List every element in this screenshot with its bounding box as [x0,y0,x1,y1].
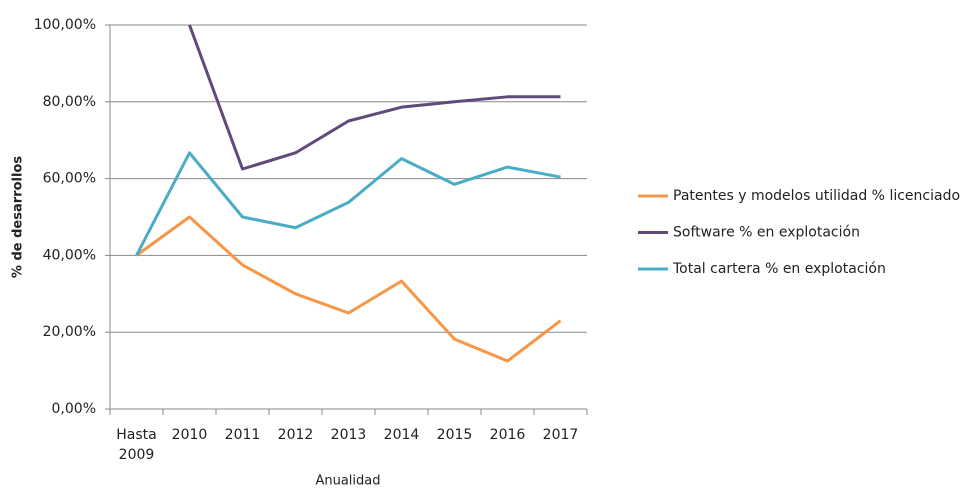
x-tick-label: 2017 [542,427,579,443]
x-tick-label: 2011 [224,427,261,443]
series-line [188,24,561,171]
y-tick-label: 0,00% [52,401,96,417]
x-tick-label: 2015 [436,427,473,443]
x-tick-label: 2016 [489,427,526,443]
y-tick-label: 100,00% [34,17,96,33]
y-tick-label: 20,00% [43,324,96,340]
x-tick-label: 2012 [277,427,314,443]
y-axis-label: % de desarrollos [11,156,26,278]
legend-label: Software % en explotación [673,225,860,241]
x-tick-label: 2010 [171,427,208,443]
x-tick-label: 2014 [383,427,420,443]
y-tick-label: 80,00% [43,94,96,110]
series-line [135,215,562,363]
x-tick-label: Hasta 2009 [116,427,157,463]
y-tick-label: 40,00% [43,247,96,263]
legend-label: Total cartera % en explotación [672,261,886,277]
y-tick-label: 60,00% [43,171,96,187]
x-tick-label: 2013 [330,427,367,443]
series-line [135,151,561,257]
legend-label: Patentes y modelos utilidad % licenciado [673,188,960,204]
x-axis-label: Anualidad [315,474,380,488]
